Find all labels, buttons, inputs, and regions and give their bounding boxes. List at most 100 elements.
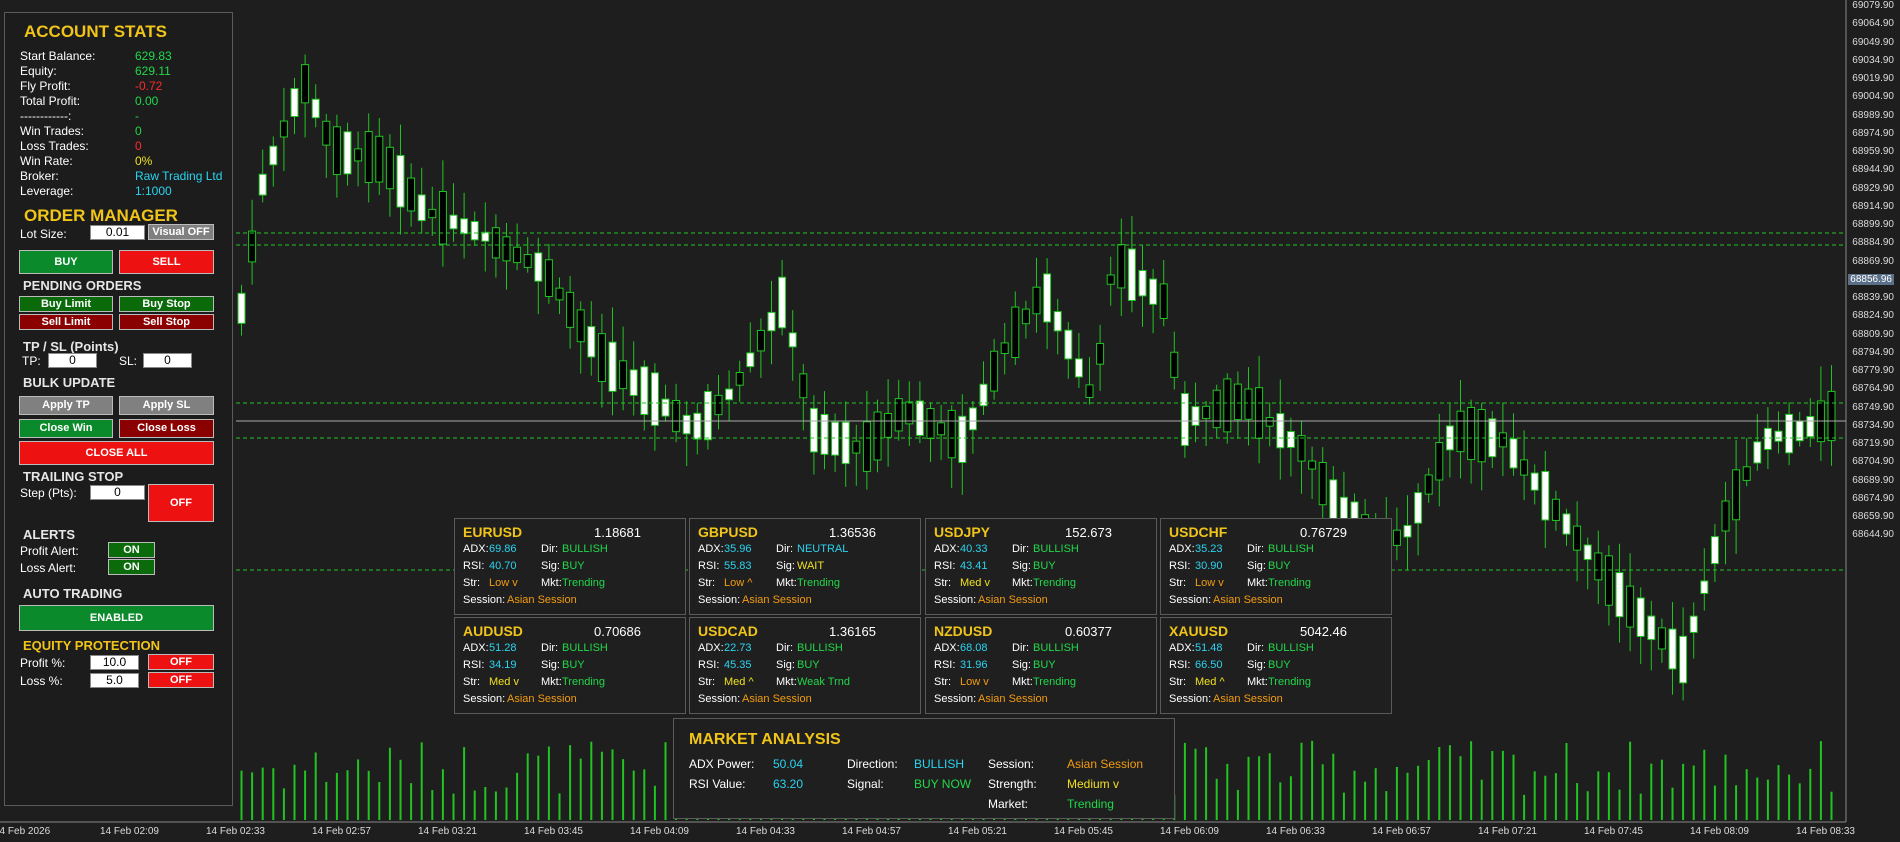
candle-body [756, 329, 765, 352]
candle-body [1096, 342, 1105, 365]
candle-body [1424, 474, 1433, 495]
candle-body [311, 98, 320, 119]
time-tick: 14 Feb 04:33 [736, 826, 795, 837]
str-label: Str: [1169, 577, 1187, 589]
candle-body [1827, 390, 1836, 442]
buy-stop-button[interactable]: Buy Stop [119, 296, 214, 312]
candle-body [735, 371, 744, 386]
visual-toggle-button[interactable]: Visual OFF [148, 224, 214, 240]
sell-limit-button[interactable]: Sell Limit [19, 314, 113, 330]
close-all-button[interactable]: CLOSE ALL [19, 441, 214, 465]
candle-body [1774, 430, 1783, 442]
loss-protect-toggle[interactable]: OFF [148, 672, 214, 688]
stat-label: Total Profit: [20, 94, 81, 108]
mkt-label: Mkt: [541, 676, 562, 688]
dir-label: Dir: [541, 543, 559, 555]
candle-body [481, 231, 490, 242]
adx-value: 35.23 [1195, 543, 1223, 555]
price-tick: 68794.90 [1852, 346, 1894, 358]
candle-body [1806, 415, 1815, 438]
adx-label: ADX: [698, 642, 724, 654]
trailing-stop-toggle[interactable]: OFF [148, 484, 214, 522]
buy-button[interactable]: BUY [19, 250, 113, 274]
time-tick: 14 Feb 06:09 [1160, 826, 1219, 837]
sell-button[interactable]: SELL [119, 250, 214, 274]
sig-label: Sig: [776, 560, 795, 572]
rsi-label: RSI: [934, 659, 956, 671]
lot-size-input[interactable]: 0.01 [90, 225, 145, 240]
trailing-stop-title: TRAILING STOP [23, 469, 124, 484]
market-label: Market: [988, 797, 1029, 811]
candle-body [449, 214, 458, 230]
pair-card-usdchf[interactable]: USDCHF 0.76729 ADX: 35.23 Dir: BULLISH RSI: 30.… [1160, 518, 1392, 615]
pair-card-usdcad[interactable]: USDCAD 1.36165 ADX: 22.73 Dir: BULLISH RSI: 45.… [689, 617, 921, 714]
candle-body [1604, 555, 1613, 606]
candle-body [809, 407, 818, 453]
candle-body [1159, 283, 1168, 319]
step-input[interactable]: 0 [90, 485, 145, 500]
candle-body [1127, 248, 1136, 301]
pair-card-xauusd[interactable]: XAUUSD 5042.46 ADX: 51.48 Dir: BULLISH RSI: 66.… [1160, 617, 1392, 714]
candle-body [979, 383, 988, 407]
sig-value: WAIT [797, 560, 825, 572]
profit-pct-input[interactable]: 10.0 [90, 655, 139, 670]
tp-label: TP: [22, 354, 41, 368]
profit-alert-toggle[interactable]: ON [108, 542, 155, 558]
sig-label: Sig: [1012, 560, 1031, 572]
close-loss-button[interactable]: Close Loss [119, 419, 214, 438]
profit-protect-toggle[interactable]: OFF [148, 654, 214, 670]
tp-input[interactable]: 0 [48, 353, 97, 368]
loss-pct-input[interactable]: 5.0 [90, 673, 139, 688]
candle-body [1647, 615, 1656, 641]
pair-symbol: EURUSD [463, 524, 523, 540]
adx-label: ADX: [934, 642, 960, 654]
rsi-value: 55.83 [724, 560, 752, 572]
apply-tp-button[interactable]: Apply TP [19, 396, 113, 415]
str-label: Str: [698, 577, 716, 589]
session-label: Session: [463, 594, 506, 606]
candle-body [1477, 409, 1486, 463]
rsi-value: 45.35 [724, 659, 752, 671]
time-tick: 14 Feb 08:33 [1796, 826, 1855, 837]
candle-body [322, 120, 331, 146]
alerts-title: ALERTS [23, 527, 75, 542]
loss-alert-toggle[interactable]: ON [108, 559, 155, 575]
candle-body [1000, 342, 1009, 354]
candle-body [1435, 442, 1444, 481]
stat-value: 1:1000 [135, 184, 172, 198]
dir-label: Dir: [776, 642, 794, 654]
sig-label: Sig: [1012, 659, 1031, 671]
pair-price: 0.60377 [1065, 624, 1112, 639]
auto-trading-toggle[interactable]: ENABLED [19, 605, 214, 631]
sig-value: BUY [1033, 659, 1056, 671]
pair-card-usdjpy[interactable]: USDJPY 152.673 ADX: 40.33 Dir: BULLISH RSI: 43.… [925, 518, 1157, 615]
dir-value: BULLISH [1268, 642, 1314, 654]
price-tick: 68914.90 [1852, 200, 1894, 212]
session-value: Asian Session [742, 594, 812, 606]
pair-symbol: USDCHF [1169, 524, 1228, 540]
pair-card-nzdusd[interactable]: NZDUSD 0.60377 ADX: 68.08 Dir: BULLISH RSI: 31.… [925, 617, 1157, 714]
rsi-value: 40.70 [489, 560, 517, 572]
candle-body [258, 173, 267, 196]
candle-body [852, 440, 861, 454]
time-tick: 14 Feb 07:45 [1584, 826, 1643, 837]
sell-stop-button[interactable]: Sell Stop [119, 314, 214, 330]
mkt-label: Mkt: [776, 577, 797, 589]
candle-body [693, 412, 702, 440]
sig-label: Sig: [776, 659, 795, 671]
pair-card-eurusd[interactable]: EURUSD 1.18681 ADX: 69.86 Dir: BULLISH RSI: 40.… [454, 518, 686, 615]
adx-power-value: 50.04 [773, 757, 804, 771]
session-label: Session: [988, 757, 1035, 771]
apply-sl-button[interactable]: Apply SL [119, 396, 214, 415]
dir-label: Dir: [1247, 642, 1265, 654]
pair-card-gbpusd[interactable]: GBPUSD 1.36536 ADX: 35.96 Dir: NEUTRAL RSI: 55.… [689, 518, 921, 615]
str-label: Str: [934, 676, 952, 688]
signal-label: Signal: [847, 777, 884, 791]
stat-label: Broker: [20, 169, 59, 183]
stat-label: ------------: [20, 109, 72, 123]
sl-input[interactable]: 0 [143, 353, 192, 368]
buy-limit-button[interactable]: Buy Limit [19, 296, 113, 312]
close-win-button[interactable]: Close Win [19, 419, 113, 438]
pair-card-audusd[interactable]: AUDUSD 0.70686 ADX: 51.28 Dir: BULLISH RSI: 34.… [454, 617, 686, 714]
